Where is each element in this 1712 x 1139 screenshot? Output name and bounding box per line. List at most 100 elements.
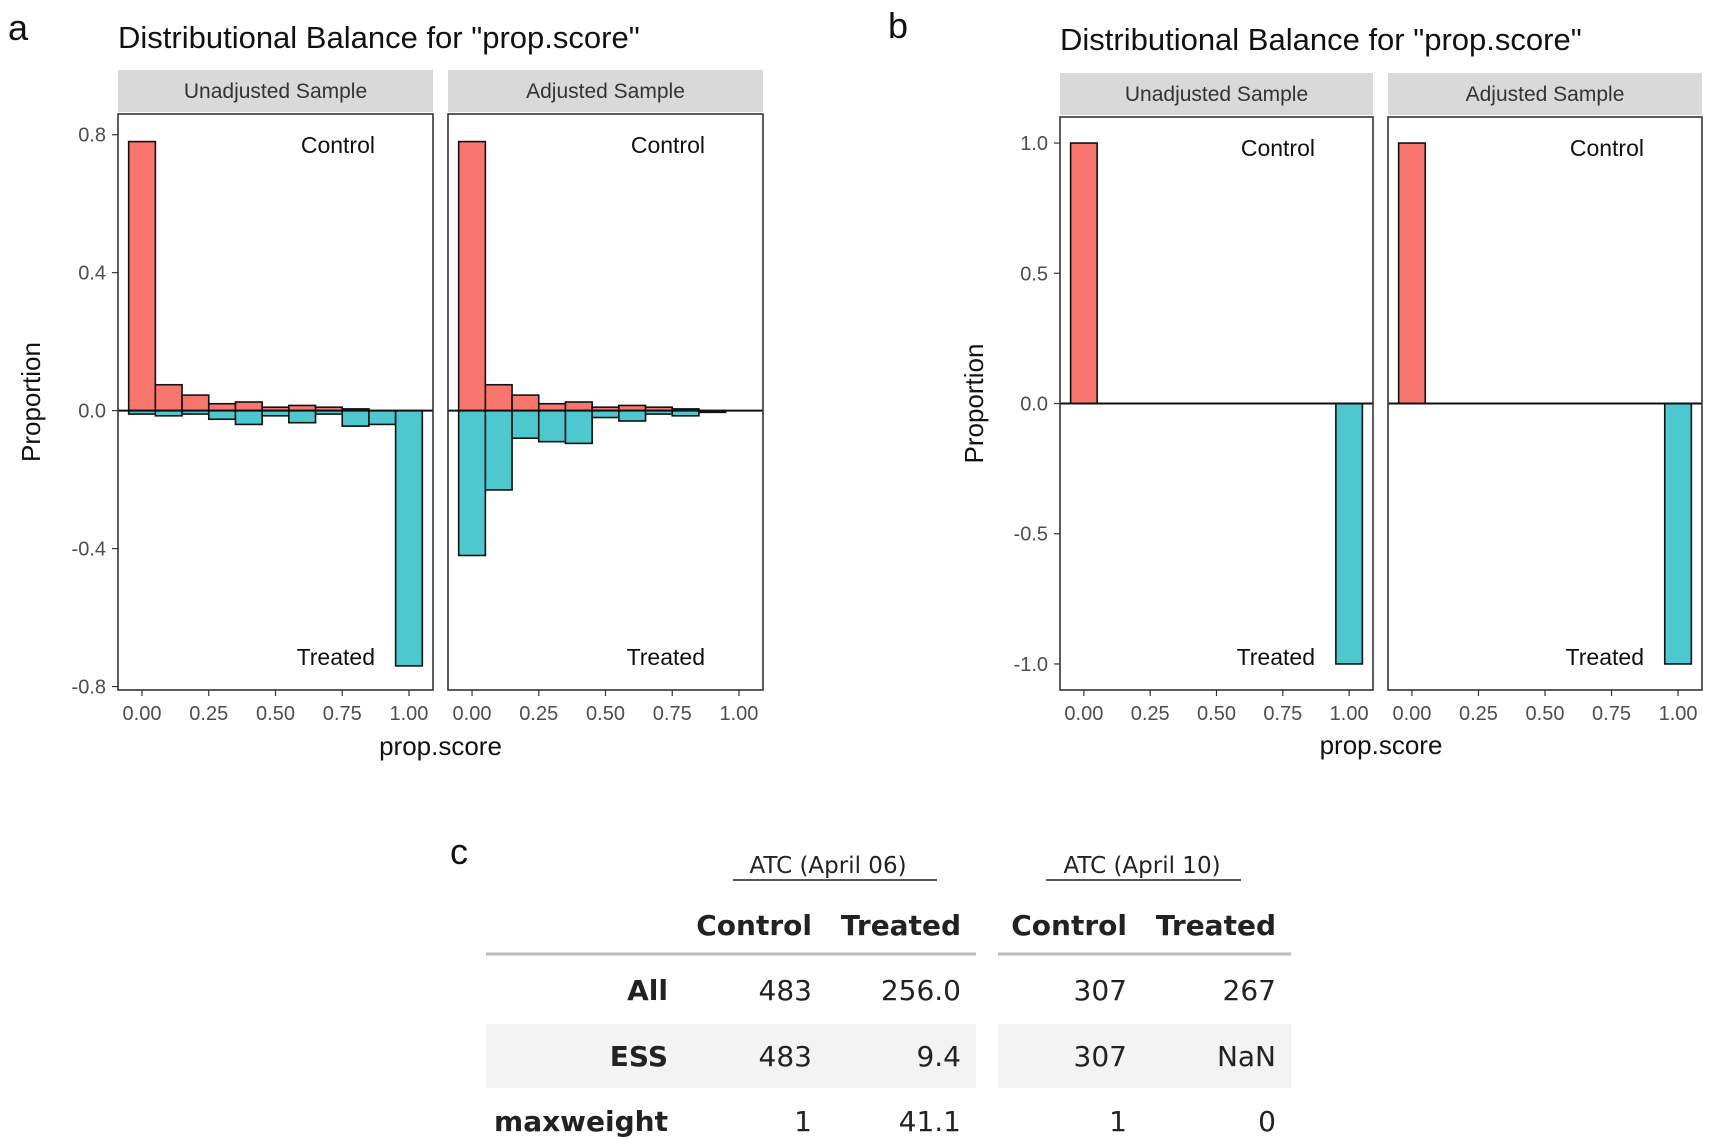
table-cell: NaN: [1217, 1040, 1276, 1073]
control-bar: [564, 401, 593, 412]
treated-bar: [591, 409, 620, 419]
chart-title: Distributional Balance for "prop.score": [118, 20, 640, 55]
y-tick-label: -1.0: [1014, 654, 1048, 676]
y-tick-label: 1.0: [1020, 133, 1048, 155]
control-bar: [511, 394, 540, 412]
y-tick-label: 0.8: [78, 125, 106, 147]
x-tick-label: 0.75: [1592, 703, 1631, 725]
annotation-control: Control: [1241, 135, 1315, 161]
control-bar: [537, 402, 567, 412]
treated-bar: [368, 409, 397, 426]
panel-letter-a: a: [8, 7, 29, 48]
control-bar: [127, 140, 157, 412]
treated-bar: [1663, 402, 1693, 665]
treated-bar: [394, 409, 424, 667]
group-header: ATC (April 10): [1063, 853, 1220, 879]
y-axis-label: Proportion: [959, 344, 989, 464]
table-cell: 267: [1223, 974, 1276, 1007]
group-header: ATC (April 06): [749, 853, 906, 879]
panel-letter-c: c: [450, 831, 468, 872]
treated-bar: [234, 409, 263, 426]
x-tick-label: 0.00: [123, 703, 162, 725]
table-cell: 256.0: [881, 974, 961, 1007]
x-tick-label: 0.25: [519, 703, 558, 725]
table-cell: 0: [1258, 1105, 1276, 1138]
x-tick-label: 1.00: [1330, 703, 1369, 725]
control-bar: [234, 401, 263, 412]
x-tick-label: 0.25: [189, 703, 228, 725]
annotation-treated: Treated: [297, 644, 375, 670]
y-tick-label: 0.4: [78, 263, 106, 285]
x-tick-label: 0.50: [1526, 703, 1565, 725]
row-label: maxweight: [494, 1105, 668, 1138]
x-tick-label: 0.50: [256, 703, 295, 725]
row-shade: [998, 1024, 1291, 1088]
y-tick-label: -0.4: [72, 539, 106, 561]
x-tick-label: 1.00: [720, 703, 759, 725]
x-tick-label: 1.00: [1659, 703, 1698, 725]
x-tick-label: 0.25: [1459, 703, 1498, 725]
row-label: All: [627, 974, 668, 1007]
table-cell: 1: [1109, 1105, 1127, 1138]
facet-strip: [1388, 73, 1702, 115]
x-tick-label: 0.75: [323, 703, 362, 725]
control-bar: [1397, 142, 1427, 405]
chart-title: Distributional Balance for "prop.score": [1060, 22, 1582, 57]
control-bar: [154, 383, 183, 412]
annotation-control: Control: [301, 132, 375, 158]
y-tick-label: 0.0: [78, 401, 106, 423]
table-cell: 307: [1074, 974, 1127, 1007]
treated-bar: [564, 409, 593, 445]
y-tick-label: -0.8: [72, 677, 106, 699]
x-tick-label: 0.25: [1131, 703, 1170, 725]
annotation-treated: Treated: [1566, 644, 1644, 670]
facet-strip-label: Adjusted Sample: [526, 80, 685, 103]
treated-bar: [618, 409, 647, 422]
summary-table: ATC (April 06) ATC (April 10) Control Treat…: [486, 853, 1291, 1138]
chart-0: Distributional Balance for "prop.score" 0…: [16, 20, 764, 761]
annotation-treated: Treated: [627, 644, 705, 670]
facet-strip-label: Adjusted Sample: [1466, 83, 1625, 106]
y-axis-label: Proportion: [16, 342, 46, 462]
control-bar: [1069, 142, 1098, 405]
x-axis-label: prop.score: [379, 731, 502, 761]
annotation-treated: Treated: [1237, 644, 1315, 670]
treated-bar: [511, 409, 540, 440]
x-tick-label: 0.00: [1064, 703, 1103, 725]
facet-1: Adjusted Sample 0.00 0.25 0.50 0.75 1.00 Contr…: [1387, 73, 1703, 725]
row-label: ESS: [610, 1040, 668, 1073]
control-bar: [484, 383, 513, 412]
y-tick-label: -0.5: [1014, 524, 1048, 546]
panel-letter-b: b: [888, 5, 908, 46]
table-cell: 41.1: [899, 1105, 961, 1138]
annotation-control: Control: [631, 132, 705, 158]
x-tick-label: 0.75: [653, 703, 692, 725]
x-tick-label: 1.00: [390, 703, 429, 725]
annotation-control: Control: [1570, 135, 1644, 161]
treated-bar: [457, 409, 487, 557]
treated-bar: [484, 409, 513, 491]
row-shade: [486, 1024, 976, 1088]
treated-bar: [288, 409, 317, 424]
column-header: Treated: [841, 909, 961, 942]
treated-bar: [341, 409, 370, 427]
table-cell: 9.4: [916, 1040, 961, 1073]
facet-0: Unadjusted Sample 0.00 0.25 0.50 0.75 1.00 Con…: [117, 70, 434, 725]
table-cell: 1: [794, 1105, 812, 1138]
control-bar: [207, 402, 237, 412]
control-bar: [181, 394, 210, 412]
y-tick-label: 0.5: [1020, 263, 1048, 285]
facet-strip: [448, 70, 763, 112]
table-cell: 483: [759, 1040, 812, 1073]
y-tick-label: 0.0: [1020, 394, 1048, 416]
table-cell: 307: [1074, 1040, 1127, 1073]
x-tick-label: 0.50: [586, 703, 625, 725]
column-header: Treated: [1156, 909, 1276, 942]
treated-bar: [537, 409, 567, 443]
x-axis-label: prop.score: [1320, 730, 1443, 760]
column-header: Control: [696, 909, 812, 942]
control-bar: [457, 140, 487, 412]
x-tick-label: 0.00: [453, 703, 492, 725]
x-tick-label: 0.50: [1197, 703, 1236, 725]
